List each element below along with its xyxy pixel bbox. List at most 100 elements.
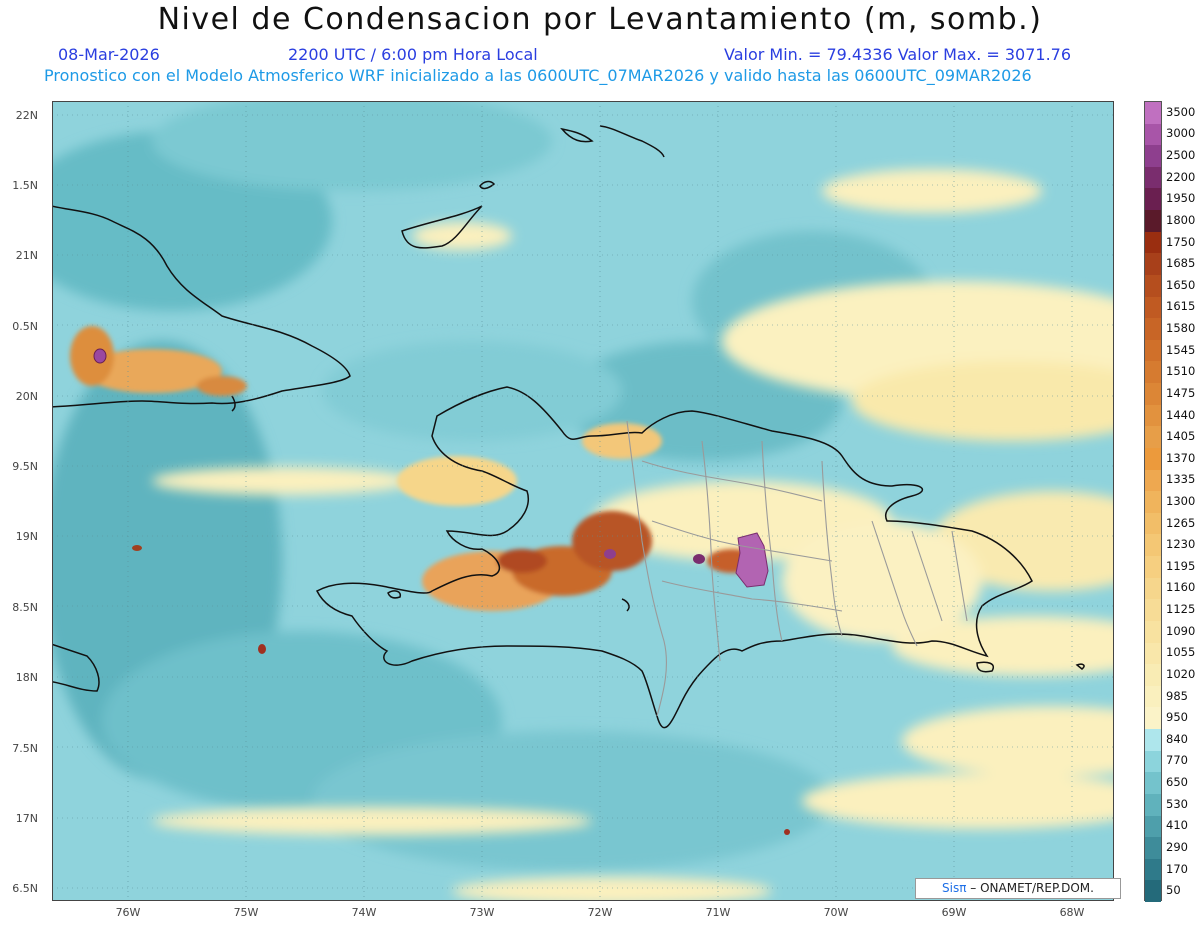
colorbar-segment xyxy=(1145,188,1161,211)
colorbar-label: 1300 xyxy=(1166,494,1196,508)
colorbar-segment xyxy=(1145,318,1161,341)
colorbar-label: 530 xyxy=(1166,796,1188,811)
colorbar-label: 1230 xyxy=(1166,537,1196,552)
lat-label: 1.5N xyxy=(12,179,38,192)
colorbar-segment xyxy=(1145,793,1161,816)
lat-label: 9.5N xyxy=(12,460,38,473)
colorbar-label: 1800 xyxy=(1166,212,1196,227)
brand-logo: Sisπ xyxy=(942,881,967,895)
lon-label: 69W xyxy=(941,906,967,919)
lat-label: 22N xyxy=(15,109,38,122)
colorbar-segment xyxy=(1145,599,1161,622)
colorbar-label: 3500 xyxy=(1166,104,1196,119)
lat-label: 18N xyxy=(15,671,38,684)
colorbar-segment xyxy=(1145,361,1161,384)
colorbar-segment xyxy=(1145,426,1161,449)
colorbar-label: 1055 xyxy=(1166,645,1196,660)
lon-label: 73W xyxy=(469,906,495,919)
colorbar-segment xyxy=(1145,253,1161,276)
colorbar-segment xyxy=(1145,664,1161,687)
min-max-values: Valor Min. = 79.4336 Valor Max. = 3071.7… xyxy=(724,45,1072,64)
lat-label: 7.5N xyxy=(12,742,38,755)
colorbar-segment xyxy=(1145,512,1161,535)
provincial-borders xyxy=(626,420,968,717)
lat-label: 20N xyxy=(15,390,38,403)
yellow-bands xyxy=(152,169,1114,901)
map-title: Nivel de Condensacion por Levantamiento … xyxy=(157,2,1043,37)
lon-label: 74W xyxy=(351,906,377,919)
colorbar-segment xyxy=(1145,274,1161,298)
lon-label: 68W xyxy=(1059,906,1085,919)
lat-label: 17N xyxy=(15,812,38,825)
lon-label: 71W xyxy=(705,906,731,919)
coastlines xyxy=(52,125,1085,729)
colorbar-segment xyxy=(1145,383,1161,406)
colorbar-label: 1265 xyxy=(1166,515,1196,530)
colorbar-label: 1580 xyxy=(1166,321,1196,336)
colorbar-segment xyxy=(1145,837,1161,860)
colorbar-label: 1090 xyxy=(1166,623,1196,638)
colorbar xyxy=(1144,101,1162,903)
colorbar-segment xyxy=(1145,166,1161,189)
colorbar-segment xyxy=(1145,404,1161,427)
colorbar-label: 1650 xyxy=(1166,277,1196,292)
colorbar-label: 1440 xyxy=(1166,407,1196,422)
lat-lon-grid xyxy=(52,101,1114,901)
colorbar-label: 840 xyxy=(1166,731,1188,746)
colorbar-segment xyxy=(1145,447,1161,471)
colorbar-label: 1475 xyxy=(1166,385,1196,400)
colorbar-segment xyxy=(1145,880,1161,903)
model-info-line: Pronostico con el Modelo Atmosferico WRF… xyxy=(44,66,1032,85)
colorbar-segment xyxy=(1145,815,1161,838)
lat-label: 6.5N xyxy=(12,882,38,895)
colorbar-label: 770 xyxy=(1166,753,1188,768)
colorbar-label: 3000 xyxy=(1166,126,1196,141)
credit-box: Sisπ – ONAMET/REP.DOM. xyxy=(915,878,1121,899)
colorbar-label: 1160 xyxy=(1166,580,1196,595)
colorbar-segment xyxy=(1145,556,1161,579)
colorbar-label: 1020 xyxy=(1166,666,1196,681)
colorbar-label: 2200 xyxy=(1166,169,1196,184)
colorbar-label: 1370 xyxy=(1166,450,1196,465)
credit-text: – ONAMET/REP.DOM. xyxy=(966,881,1094,895)
colorbar-segment xyxy=(1145,772,1161,795)
colorbar-segment xyxy=(1145,685,1161,708)
colorbar-label: 170 xyxy=(1166,861,1188,876)
lcl-map xyxy=(52,101,1114,901)
colorbar-label: 1405 xyxy=(1166,429,1196,444)
colorbar-segment xyxy=(1145,707,1161,730)
colorbar-segment xyxy=(1145,123,1161,146)
colorbar-segment xyxy=(1145,231,1161,254)
colorbar-label: 50 xyxy=(1166,883,1181,898)
forecast-date: 08-Mar-2026 xyxy=(58,45,160,64)
colorbar-label: 1750 xyxy=(1166,234,1196,249)
forecast-time: 2200 UTC / 6:00 pm Hora Local xyxy=(288,45,538,64)
colorbar-label: 1545 xyxy=(1166,342,1196,357)
colorbar-label: 1685 xyxy=(1166,256,1196,271)
lon-label: 75W xyxy=(233,906,259,919)
colorbar-segment xyxy=(1145,534,1161,557)
colorbar-segment xyxy=(1145,145,1161,168)
lat-label: 19N xyxy=(15,530,38,543)
colorbar-segment xyxy=(1145,858,1161,881)
colorbar-segment xyxy=(1145,210,1161,233)
lon-label: 70W xyxy=(823,906,849,919)
colorbar-label: 1510 xyxy=(1166,364,1196,379)
colorbar-segment xyxy=(1145,750,1161,773)
colorbar-label: 985 xyxy=(1166,688,1188,703)
colorbar-label: 1615 xyxy=(1166,299,1196,314)
colorbar-segment xyxy=(1145,469,1161,492)
colorbar-label: 410 xyxy=(1166,818,1188,833)
colorbar-label: 950 xyxy=(1166,710,1188,725)
lon-label: 76W xyxy=(115,906,141,919)
colorbar-segment xyxy=(1145,102,1161,125)
colorbar-label: 1335 xyxy=(1166,472,1196,487)
colorbar-label: 1125 xyxy=(1166,602,1196,617)
lat-label: 0.5N xyxy=(12,320,38,333)
colorbar-segment xyxy=(1145,729,1161,752)
colorbar-segment xyxy=(1145,642,1161,665)
colorbar-label: 290 xyxy=(1166,839,1188,854)
colorbar-segment xyxy=(1145,339,1161,362)
lat-label: 21N xyxy=(15,249,38,262)
colorbar-label: 2500 xyxy=(1166,148,1196,163)
